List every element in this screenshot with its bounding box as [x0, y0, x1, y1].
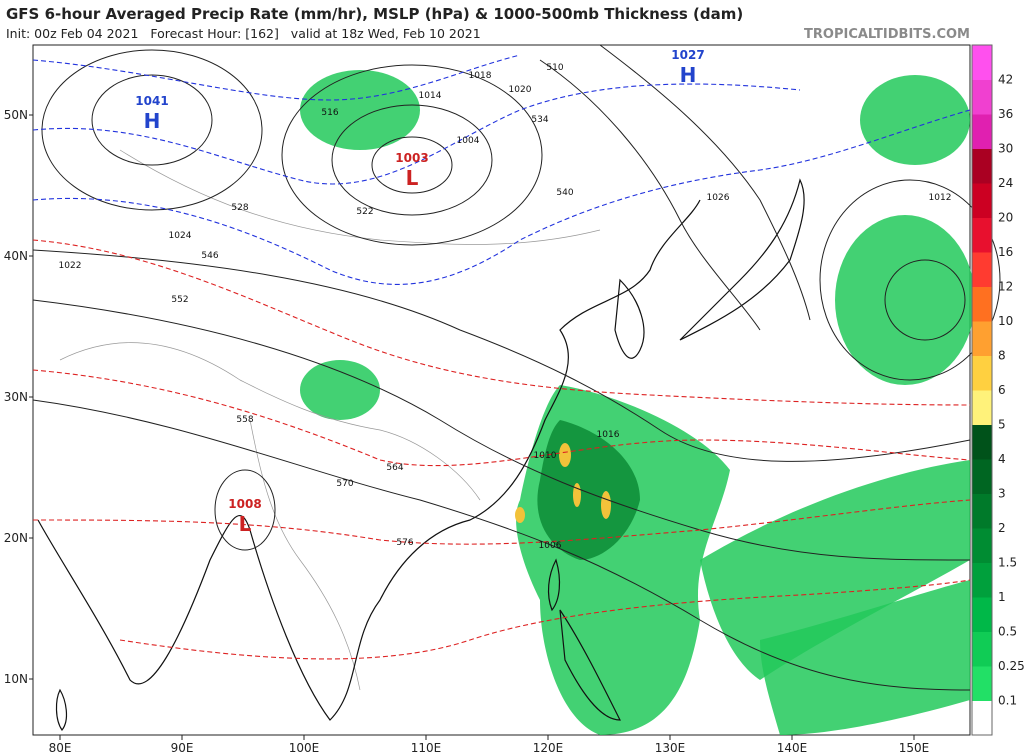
lon-label: 90E: [171, 741, 194, 755]
colorbar-label: 12: [998, 280, 1013, 294]
colorbar-band: [972, 424, 992, 460]
subtitle: Init: 00z Feb 04 2021 Forecast Hour: [16…: [6, 26, 481, 41]
colorbar-band: [972, 217, 992, 253]
centers: 1041 H 1027 H 1003 L 1008 L: [135, 48, 704, 536]
lat-label: 50N: [4, 108, 28, 122]
colorbar-label: 8: [998, 349, 1006, 363]
center-symbol: L: [239, 512, 252, 536]
colorbar-label: 1: [998, 590, 1006, 604]
colorbar-band: [972, 183, 992, 218]
colorbar-band: [972, 114, 992, 149]
colorbar-frame: [971, 44, 993, 736]
contour-label: 570: [336, 479, 353, 489]
colorbar-band: [972, 493, 992, 529]
contour-label: 528: [231, 203, 248, 213]
lat-label: 10N: [4, 672, 28, 686]
contour-label: 1004: [457, 136, 480, 146]
colorbar-label: 30: [998, 142, 1013, 156]
colorbar-label: 16: [998, 245, 1013, 259]
center-value: 1041: [135, 94, 168, 108]
colorbar-label: 36: [998, 107, 1013, 121]
lon-label: 110E: [411, 741, 442, 755]
colorbar-label: 0.25: [998, 659, 1024, 673]
lon-label: 100E: [289, 741, 320, 755]
thickness: [32, 54, 971, 660]
contour-label: 516: [321, 108, 338, 118]
contour-labels: 1018 1022 1016 1024 1020 1014 1010 1012 1006 1004…: [59, 63, 952, 551]
colorbar-band: [972, 252, 992, 287]
contour-label: 510: [546, 63, 563, 73]
contour-label: 1018: [469, 71, 492, 81]
contour-label: 1026: [707, 193, 730, 203]
borders: [59, 149, 601, 691]
colorbar-label: 6: [998, 383, 1006, 397]
colorbar-label: 0.1: [998, 694, 1017, 708]
lon-label: 120E: [533, 741, 564, 755]
colorbar-label: 0.5: [998, 625, 1017, 639]
colorbar-band: [972, 459, 992, 494]
center-value: 1027: [671, 48, 704, 62]
colorbar-band: [972, 79, 992, 115]
colorbar-band: [972, 631, 992, 667]
contour-label: 552: [171, 295, 188, 305]
colorbar-label: 2: [998, 521, 1006, 535]
axes: 50N 40N 30N 20N 10N 80E 90E 100E 110E 120E 130E 140…: [4, 108, 930, 755]
lon-label: 130E: [655, 741, 686, 755]
contour-label: 576: [396, 538, 413, 548]
colorbar-band: [972, 666, 992, 701]
colorbar-band: [972, 700, 992, 736]
colorbar-label: 1.5: [998, 556, 1017, 570]
colorbar-band: [972, 355, 992, 391]
lat-label: 30N: [4, 390, 28, 404]
lon-label: 140E: [777, 741, 808, 755]
contour-label: 558: [236, 415, 253, 425]
colorbar-label: 4: [998, 452, 1006, 466]
contour-label: 1014: [419, 91, 442, 101]
contour-label: 1006: [539, 541, 562, 551]
contour-label: 1024: [169, 231, 192, 241]
colorbar-label: 3: [998, 487, 1006, 501]
contour-label: 546: [201, 251, 218, 261]
center-symbol: L: [406, 166, 419, 190]
center-symbol: H: [144, 109, 161, 133]
contour-label: 1022: [59, 261, 82, 271]
colorbar-band: [972, 45, 992, 80]
colorbar-label: 20: [998, 211, 1013, 225]
contour-label: 564: [386, 463, 403, 473]
colorbar-band: [972, 390, 992, 425]
isobars: [32, 44, 1001, 691]
colorbar: 0.1 0.25 0.5 1 1.5 2 3 4 5 6 8 10 12 16 20 24 30 36 42: [971, 44, 1024, 736]
lon-label: 150E: [899, 741, 930, 755]
center-symbol: H: [680, 63, 697, 87]
colorbar-band: [972, 321, 992, 356]
lat-label: 20N: [4, 531, 28, 545]
colorbar-band: [972, 286, 992, 322]
center-value: 1003: [395, 151, 428, 165]
contour-label: 1020: [509, 85, 532, 95]
colorbar-label: 5: [998, 418, 1006, 432]
colorbar-band: [972, 562, 992, 598]
contour-label: 1012: [929, 193, 952, 203]
contour-label: 1010: [534, 451, 557, 461]
contour-label: 534: [531, 115, 548, 125]
contour-label: 1016: [597, 430, 620, 440]
source: TROPICALTIDBITS.COM: [804, 27, 970, 42]
title: GFS 6-hour Averaged Precip Rate (mm/hr),…: [6, 5, 743, 23]
lon-label: 80E: [49, 741, 72, 755]
colorbar-label: 42: [998, 73, 1013, 87]
colorbar-band: [972, 148, 992, 184]
colorbar-band: [972, 528, 992, 563]
lat-label: 40N: [4, 249, 28, 263]
precip: [300, 70, 975, 735]
colorbar-label: 10: [998, 314, 1013, 328]
contour-label: 522: [356, 207, 373, 217]
contour-label: 540: [556, 188, 573, 198]
colorbar-band: [972, 597, 992, 632]
coastlines: [37, 178, 805, 732]
center-value: 1008: [228, 497, 261, 511]
colorbar-label: 24: [998, 176, 1013, 190]
